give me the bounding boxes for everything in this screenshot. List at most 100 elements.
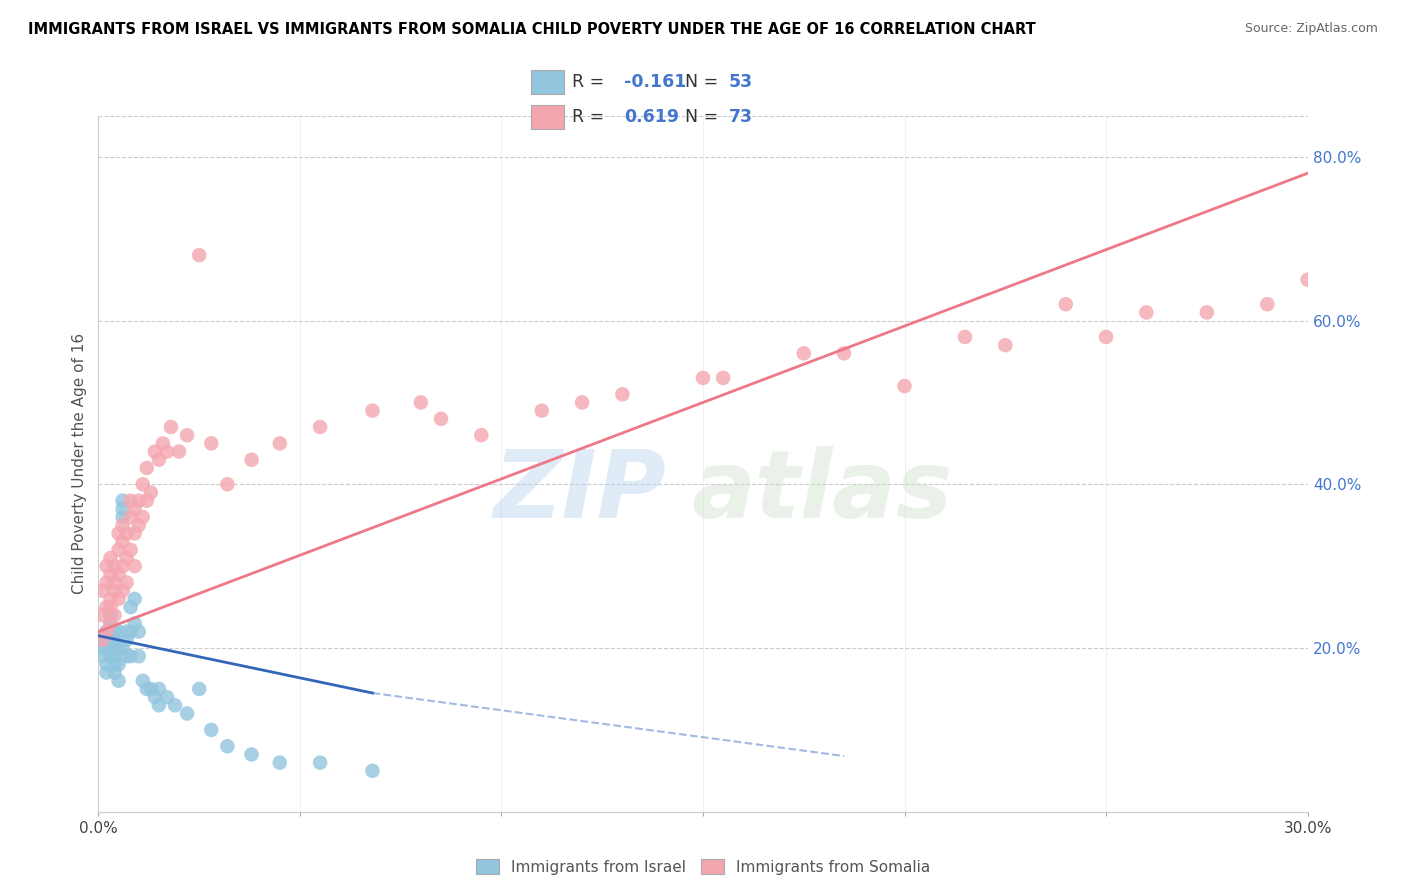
Point: [120, 542, 142, 557]
Point: [103, 608, 125, 623]
Point: [711, 371, 734, 385]
Point: [953, 330, 976, 344]
Point: [107, 526, 129, 541]
Point: [103, 657, 125, 672]
Text: R =: R =: [572, 73, 610, 91]
Text: N =: N =: [685, 73, 724, 91]
Point: [115, 526, 138, 541]
Text: 73: 73: [728, 108, 752, 126]
Text: -0.161: -0.161: [624, 73, 686, 91]
Point: [111, 493, 134, 508]
Point: [361, 403, 384, 417]
Point: [96, 624, 118, 639]
Point: [111, 583, 134, 598]
Point: [135, 461, 157, 475]
Point: [120, 649, 142, 664]
Text: ZIP: ZIP: [494, 446, 666, 538]
Point: [100, 624, 122, 639]
Point: [124, 591, 146, 606]
Point: [148, 452, 170, 467]
Point: [571, 395, 593, 409]
Point: [1135, 305, 1157, 319]
Point: [96, 559, 118, 574]
Point: [91, 632, 114, 647]
Point: [1256, 297, 1278, 311]
Point: [135, 493, 157, 508]
Point: [1296, 273, 1319, 287]
Point: [91, 608, 114, 623]
Point: [124, 559, 146, 574]
Point: [107, 657, 129, 672]
Point: [111, 559, 134, 574]
Point: [163, 698, 186, 713]
Point: [111, 510, 134, 524]
Point: [240, 452, 263, 467]
Point: [200, 723, 222, 737]
Point: [188, 681, 211, 696]
Point: [100, 649, 122, 664]
Point: [103, 624, 125, 639]
Point: [96, 665, 118, 680]
Point: [176, 706, 198, 721]
Text: 53: 53: [728, 73, 752, 91]
Point: [240, 747, 263, 762]
Point: [115, 624, 138, 639]
Point: [100, 616, 122, 631]
Point: [103, 632, 125, 647]
Point: [96, 624, 118, 639]
Point: [692, 371, 714, 385]
Point: [128, 624, 150, 639]
Point: [96, 657, 118, 672]
Point: [832, 346, 855, 360]
Point: [115, 649, 138, 664]
Point: [160, 420, 183, 434]
Point: [309, 756, 332, 770]
Point: [152, 436, 174, 450]
Point: [132, 510, 155, 524]
Point: [124, 526, 146, 541]
Point: [96, 600, 118, 615]
Point: [143, 690, 166, 705]
Point: [91, 583, 114, 598]
Point: [107, 673, 129, 688]
Point: [200, 436, 222, 450]
Point: [107, 624, 129, 639]
Point: [994, 338, 1017, 352]
Point: [107, 591, 129, 606]
Point: [309, 420, 332, 434]
Point: [115, 632, 138, 647]
Point: [120, 493, 142, 508]
Point: [91, 640, 114, 655]
Point: [107, 567, 129, 582]
Point: [530, 403, 553, 417]
Point: [167, 444, 190, 458]
Text: N =: N =: [685, 108, 724, 126]
Point: [107, 640, 129, 655]
Point: [156, 444, 179, 458]
Point: [120, 600, 142, 615]
Point: [188, 248, 211, 262]
Point: [103, 583, 125, 598]
Point: [361, 764, 384, 778]
Point: [430, 412, 453, 426]
Point: [156, 690, 179, 705]
Point: [100, 616, 122, 631]
Point: [143, 444, 166, 458]
Point: [111, 640, 134, 655]
Point: [217, 739, 239, 754]
Point: [111, 501, 134, 516]
Point: [148, 681, 170, 696]
Point: [217, 477, 239, 491]
Point: [135, 681, 157, 696]
Point: [1054, 297, 1077, 311]
Point: [793, 346, 815, 360]
Bar: [531, 70, 564, 95]
Bar: [531, 105, 564, 129]
Point: [124, 501, 146, 516]
Point: [176, 428, 198, 442]
Point: [470, 428, 492, 442]
Point: [120, 624, 142, 639]
Point: [1095, 330, 1118, 344]
Point: [100, 600, 122, 615]
Text: R =: R =: [572, 108, 616, 126]
